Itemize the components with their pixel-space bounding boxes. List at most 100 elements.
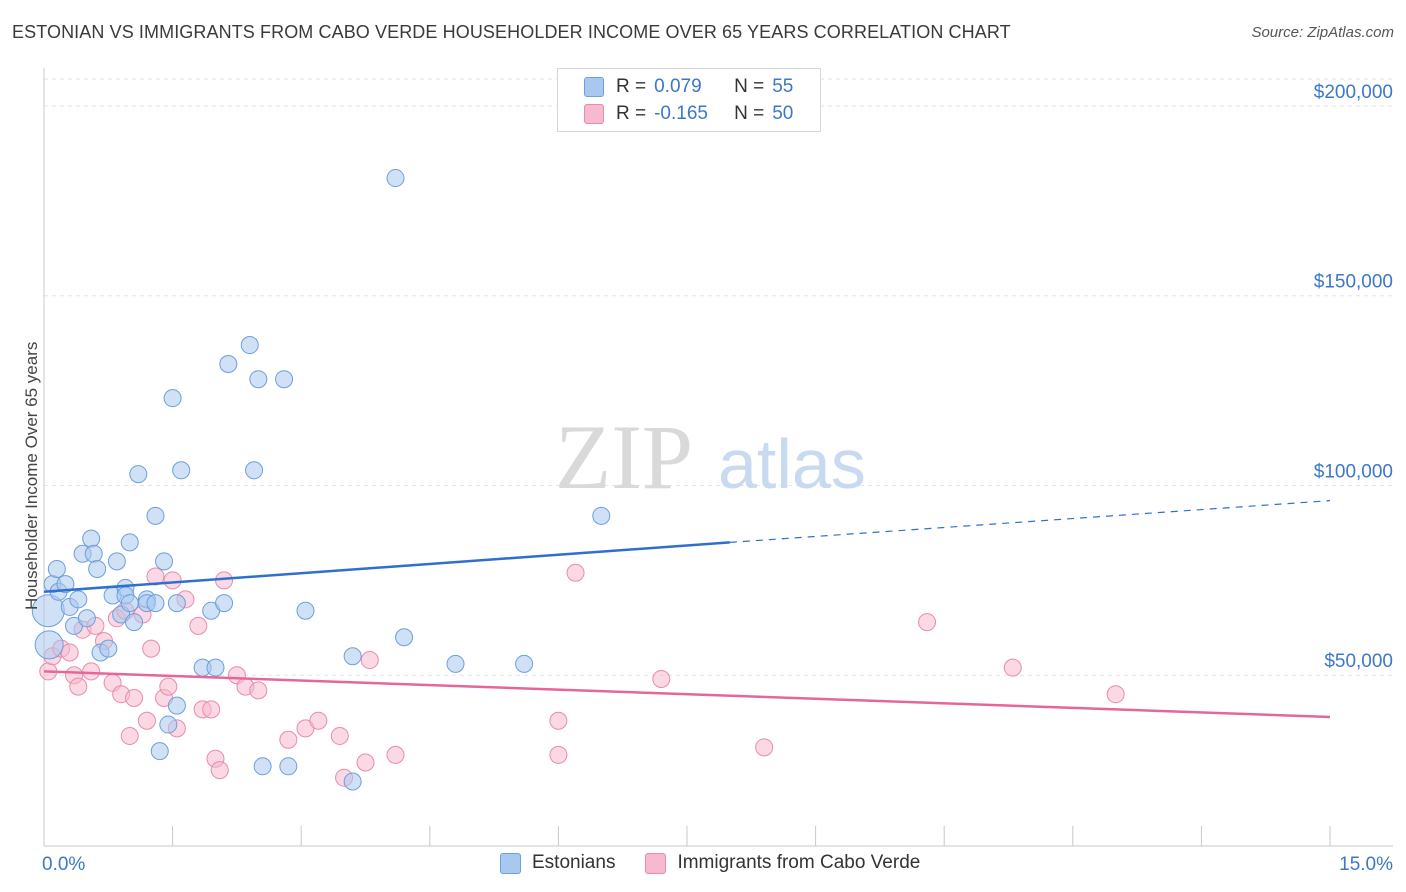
legend-row-cabo-verde: R = -0.165 N = 50 xyxy=(584,102,793,126)
legend-label-estonians: Estonians xyxy=(532,852,616,873)
estonian-point xyxy=(172,461,191,480)
cabo-verde-point xyxy=(120,726,139,745)
cabo-verde-point xyxy=(566,563,585,582)
cabo-verde-point xyxy=(360,651,379,670)
trend-lines xyxy=(43,500,1331,719)
estonian-point xyxy=(56,575,75,594)
cabo-verde-point xyxy=(69,677,88,696)
estonian-point xyxy=(343,772,362,791)
trend-line-cabo-verde xyxy=(43,670,1331,719)
estonian-point xyxy=(146,594,165,613)
legend-r-label: R = xyxy=(616,76,647,97)
estonian-point xyxy=(249,370,268,389)
estonian-point xyxy=(82,529,101,548)
legend-n-value: 55 xyxy=(772,76,794,97)
cabo-verde-point xyxy=(1003,658,1022,677)
legend-swatch-estonians xyxy=(500,852,521,874)
estonian-point xyxy=(99,639,118,658)
legend-row-estonians: R = 0.079 N = 55 xyxy=(584,75,793,99)
estonian-point xyxy=(120,594,139,613)
grid-layer xyxy=(44,78,1393,676)
estonian-point xyxy=(245,461,264,480)
cabo-verde-point xyxy=(189,616,208,635)
estonian-point xyxy=(219,355,238,374)
cabo-verde-point xyxy=(1106,685,1125,704)
legend-r-value: -0.165 xyxy=(654,103,708,124)
cabo-verde-point xyxy=(137,711,156,730)
series-legend: Estonians Immigrants from Cabo Verde xyxy=(500,852,950,874)
estonian-point xyxy=(155,552,174,571)
x-tick-label: 0.0% xyxy=(42,854,85,875)
cabo-verde-point xyxy=(249,681,268,700)
legend-r-label: R = xyxy=(616,103,647,124)
estonian-point xyxy=(107,552,126,571)
legend-item-cabo-verde: Immigrants from Cabo Verde xyxy=(645,852,920,874)
x-tick-label: 15.0% xyxy=(1339,854,1393,875)
estonian-point xyxy=(167,696,186,715)
estonian-point xyxy=(69,590,88,609)
cabo-verde-point xyxy=(159,677,178,696)
watermark-zip: ZIP xyxy=(555,406,693,508)
cabo-verde-point xyxy=(163,571,182,590)
estonian-point xyxy=(120,533,139,552)
estonian-point xyxy=(163,389,182,408)
estonian-point xyxy=(47,559,66,578)
legend-r-value: 0.079 xyxy=(654,76,702,97)
estonian-point xyxy=(395,628,414,647)
cabo-verde-point xyxy=(386,745,405,764)
cabo-verde-point xyxy=(146,567,165,586)
cabo-verde-point xyxy=(60,643,79,662)
cabo-verde-point xyxy=(652,670,671,689)
cabo-verde-point xyxy=(82,662,101,681)
legend-label-cabo-verde: Immigrants from Cabo Verde xyxy=(677,852,921,873)
source-label: Source: ZipAtlas.com xyxy=(1251,24,1394,41)
legend-n-value: 50 xyxy=(772,103,794,124)
estonian-point xyxy=(240,336,259,355)
axes-layer: $50,000 $100,000 $150,000 $200,000 0.0% 15.0% xyxy=(42,68,1393,875)
y-tick-label: $200,000 xyxy=(1314,82,1393,103)
estonian-point xyxy=(88,559,107,578)
estonian-point xyxy=(167,594,186,613)
watermark-atlas: atlas xyxy=(718,425,866,503)
cabo-verde-point xyxy=(279,730,298,749)
legend-swatch-cabo-verde xyxy=(584,104,604,124)
cabo-verde-point xyxy=(755,738,774,757)
cabo-verde-point xyxy=(356,753,375,772)
estonian-point xyxy=(34,630,64,660)
y-tick-label: $50,000 xyxy=(1324,651,1393,672)
estonian-point xyxy=(215,594,234,613)
estonian-point xyxy=(343,647,362,666)
cabo-verde-point xyxy=(210,761,229,780)
legend-swatch-estonians xyxy=(584,77,604,97)
y-tick-label: $100,000 xyxy=(1314,461,1393,482)
cabo-verde-point xyxy=(549,711,568,730)
cabo-verde-point xyxy=(125,688,144,707)
cabo-verde-point xyxy=(549,745,568,764)
estonian-point xyxy=(125,613,144,632)
cabo-verde-point xyxy=(309,711,328,730)
estonian-point xyxy=(296,601,315,620)
estonian-point xyxy=(446,654,465,673)
estonian-point xyxy=(159,715,178,734)
trend-line-estonians-projection xyxy=(729,500,1331,543)
cabo-verde-point xyxy=(202,700,221,719)
y-tick-label: $150,000 xyxy=(1314,272,1393,293)
estonian-point xyxy=(592,506,611,525)
cabo-verde-point xyxy=(330,726,349,745)
estonian-point xyxy=(386,169,405,188)
estonian-point xyxy=(275,370,294,389)
estonian-point xyxy=(129,465,148,484)
estonian-point xyxy=(146,506,165,525)
correlation-legend: R = 0.079 N = 55 R = -0.165 N = 50 xyxy=(557,68,821,132)
cabo-verde-point xyxy=(142,639,161,658)
trend-line-estonians xyxy=(43,541,730,593)
cabo-verde-point xyxy=(918,613,937,632)
legend-swatch-cabo-verde xyxy=(645,852,667,874)
chart-title: ESTONIAN VS IMMIGRANTS FROM CABO VERDE H… xyxy=(12,22,1011,42)
legend-n-label: N = xyxy=(734,76,765,97)
legend-item-estonians: Estonians xyxy=(500,852,615,874)
series-estonians xyxy=(31,169,611,791)
estonian-point xyxy=(77,609,96,628)
estonian-point xyxy=(206,658,225,677)
